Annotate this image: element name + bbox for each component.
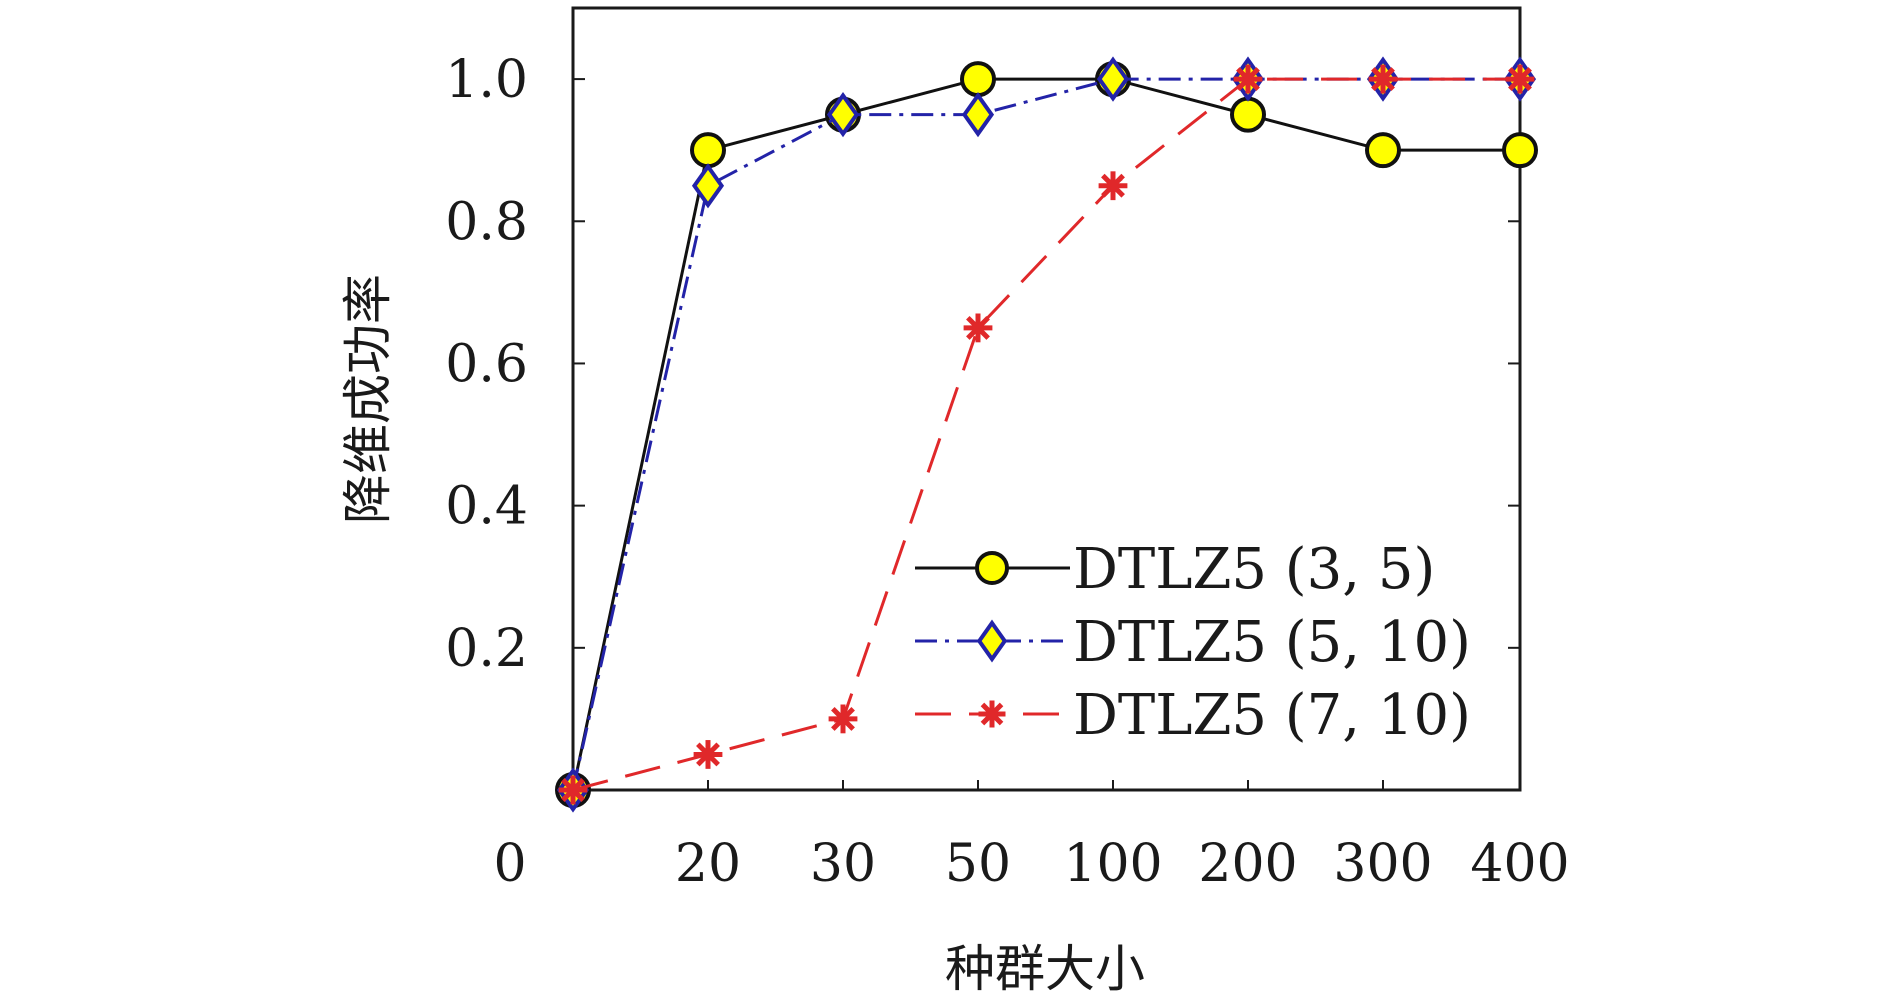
data-point [1230, 96, 1266, 133]
data-point [558, 775, 588, 805]
data-point [1368, 64, 1398, 94]
x-tick-label: 50 [945, 834, 1011, 894]
x-tick-label: 0 [493, 834, 526, 894]
series-line [571, 77, 1520, 791]
legend-entry: DTLZ5 (5, 10) [915, 610, 1471, 675]
asterisk-stroke [980, 702, 1004, 726]
y-axis-ticks: 0.2 0.4 0.6 0.8 1.0 [445, 50, 1520, 679]
y-tick-label: 1.0 [445, 50, 528, 110]
plot-frame [571, 6, 1522, 792]
y-tick-label: 0.8 [445, 192, 528, 252]
x-axis-ticks: 0 20 30 50 100 200 300 400 [493, 780, 1570, 894]
data-point [1096, 56, 1130, 102]
legend-label: DTLZ5 (3, 5) [1073, 537, 1435, 602]
asterisk-stroke [1236, 67, 1260, 92]
data-point [826, 91, 860, 138]
data-point [975, 551, 1009, 585]
data-point [1502, 132, 1538, 169]
series-layer [555, 56, 1538, 813]
y-tick-label: 0.2 [445, 619, 528, 679]
data-point [963, 313, 993, 343]
y-axis-title: 降维成功率 [339, 274, 397, 524]
legend-label: DTLZ5 (5, 10) [1073, 610, 1471, 675]
legend-entry: DTLZ5 (3, 5) [915, 537, 1435, 602]
x-tick-label: 20 [675, 834, 741, 894]
data-point [1098, 171, 1128, 201]
asterisk-stroke [696, 742, 720, 767]
x-tick-label: 30 [810, 834, 876, 894]
data-point [1233, 64, 1263, 94]
data-point [690, 132, 726, 169]
data-point [976, 619, 1008, 663]
data-point [693, 740, 723, 769]
data-point [978, 700, 1006, 728]
asterisk-stroke [1508, 67, 1532, 92]
asterisk-stroke [831, 706, 855, 731]
x-axis-title: 种群大小 [945, 940, 1145, 998]
data-point [691, 163, 725, 209]
x-tick-label: 300 [1333, 834, 1432, 894]
asterisk-stroke [966, 315, 990, 340]
series-line [572, 77, 1520, 792]
legend-label: DTLZ5 (7, 10) [1073, 683, 1471, 748]
data-point [960, 61, 996, 98]
x-tick-label: 100 [1063, 834, 1162, 894]
asterisk-stroke [561, 778, 585, 802]
data-point [828, 704, 858, 734]
data-point [961, 91, 995, 138]
series-line [571, 77, 1520, 791]
y-tick-label: 0.6 [445, 334, 528, 394]
asterisk-stroke [1101, 173, 1125, 198]
series-3 [558, 64, 1535, 805]
x-tick-label: 200 [1198, 834, 1297, 894]
asterisk-stroke [1371, 67, 1395, 92]
data-point [1365, 132, 1401, 169]
legend-entry: DTLZ5 (7, 10) [915, 683, 1471, 748]
legend: DTLZ5 (3, 5) DTLZ5 (5, 10) DTLZ5 (7, 10) [915, 537, 1471, 748]
plot-area [571, 6, 1522, 792]
y-tick-label: 0.4 [445, 477, 528, 537]
x-tick-label: 400 [1470, 834, 1569, 894]
data-point [1505, 64, 1535, 94]
